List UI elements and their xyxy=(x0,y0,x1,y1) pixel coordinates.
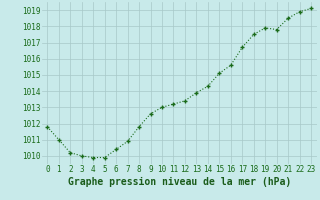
X-axis label: Graphe pression niveau de la mer (hPa): Graphe pression niveau de la mer (hPa) xyxy=(68,177,291,187)
